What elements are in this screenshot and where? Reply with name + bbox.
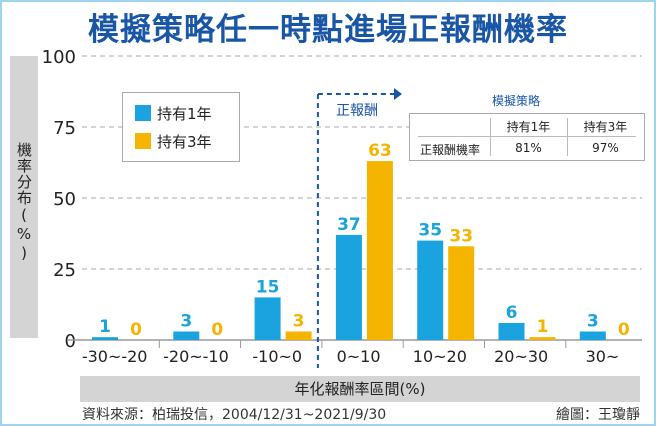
table-divider — [418, 136, 636, 137]
y-tick-label: 100 — [42, 47, 76, 68]
x-tick-label: -10~0 — [252, 347, 302, 366]
table-divider — [567, 118, 568, 156]
y-tick-label: 75 — [53, 118, 76, 139]
bar-1y — [335, 234, 362, 340]
table-divider — [490, 118, 491, 156]
data-label: 1 — [537, 317, 549, 337]
bar-1y — [92, 337, 118, 340]
data-label: 37 — [337, 215, 361, 235]
data-label: 63 — [368, 141, 392, 161]
summary-table: 持有1年 持有3年 正報酬機率 81% 97% — [409, 113, 645, 161]
bar-1y — [417, 240, 444, 340]
data-label: 6 — [506, 303, 518, 323]
table-title: 模擬策略 — [492, 94, 541, 108]
y-axis-label-box — [10, 56, 38, 338]
data-label: 0 — [130, 320, 142, 340]
bar-3y — [448, 246, 475, 340]
x-tick-label: 0~10 — [337, 347, 381, 366]
bar-1y — [498, 322, 525, 340]
bar-3y — [366, 161, 393, 340]
x-axis-label: 年化報酬率區間(%) — [80, 376, 640, 402]
table-cell: 97% — [592, 141, 619, 155]
bar-1y — [173, 331, 200, 340]
data-label: 35 — [418, 221, 442, 241]
table-cell: 81% — [515, 141, 542, 155]
x-tick-label: -20~-10 — [163, 347, 229, 366]
table-header: 持有1年 — [506, 120, 551, 134]
bar-1y — [254, 297, 281, 340]
legend-swatch — [135, 133, 151, 149]
y-axis-label: 機率分布(%) — [15, 142, 33, 263]
data-label: 33 — [449, 226, 473, 246]
source-note: 資料來源：柏瑞投信，2004/12/31~2021/9/30 — [82, 407, 387, 423]
legend-item-1y: 持有1年 — [135, 103, 212, 124]
chart-title: 模擬策略任一時點進場正報酬機率 — [88, 12, 568, 48]
legend-item-3y: 持有3年 — [135, 131, 212, 152]
bar-3y — [285, 331, 312, 340]
table-row-label: 正報酬機率 — [419, 143, 480, 157]
data-label: 3 — [293, 311, 305, 331]
data-label: 0 — [618, 320, 630, 340]
positive-return-annotation: 正報酬 — [336, 100, 378, 120]
x-tick-label: 30~ — [586, 347, 620, 366]
arrow-head-icon — [394, 88, 402, 100]
legend: 持有1年 持有3年 — [122, 92, 240, 162]
data-label: 15 — [256, 277, 280, 297]
data-label: 3 — [180, 311, 192, 331]
x-tick-label: 10~20 — [413, 347, 467, 366]
legend-swatch — [135, 105, 151, 121]
y-tick-label: 50 — [53, 189, 76, 210]
data-label: 3 — [587, 311, 599, 331]
y-tick-label: 0 — [65, 331, 76, 352]
x-tick-label: -30~-20 — [82, 347, 148, 366]
x-tick-label: 20~30 — [494, 347, 548, 366]
legend-label: 持有3年 — [157, 133, 212, 151]
table-header: 持有3年 — [583, 120, 628, 134]
data-label: 1 — [99, 317, 111, 337]
bar-1y — [579, 331, 606, 340]
credit-note: 繪圖：王瓊靜 — [556, 407, 640, 423]
bar-3y — [529, 337, 556, 340]
y-tick-label: 25 — [53, 260, 76, 281]
legend-label: 持有1年 — [157, 105, 212, 123]
data-label: 0 — [211, 320, 223, 340]
